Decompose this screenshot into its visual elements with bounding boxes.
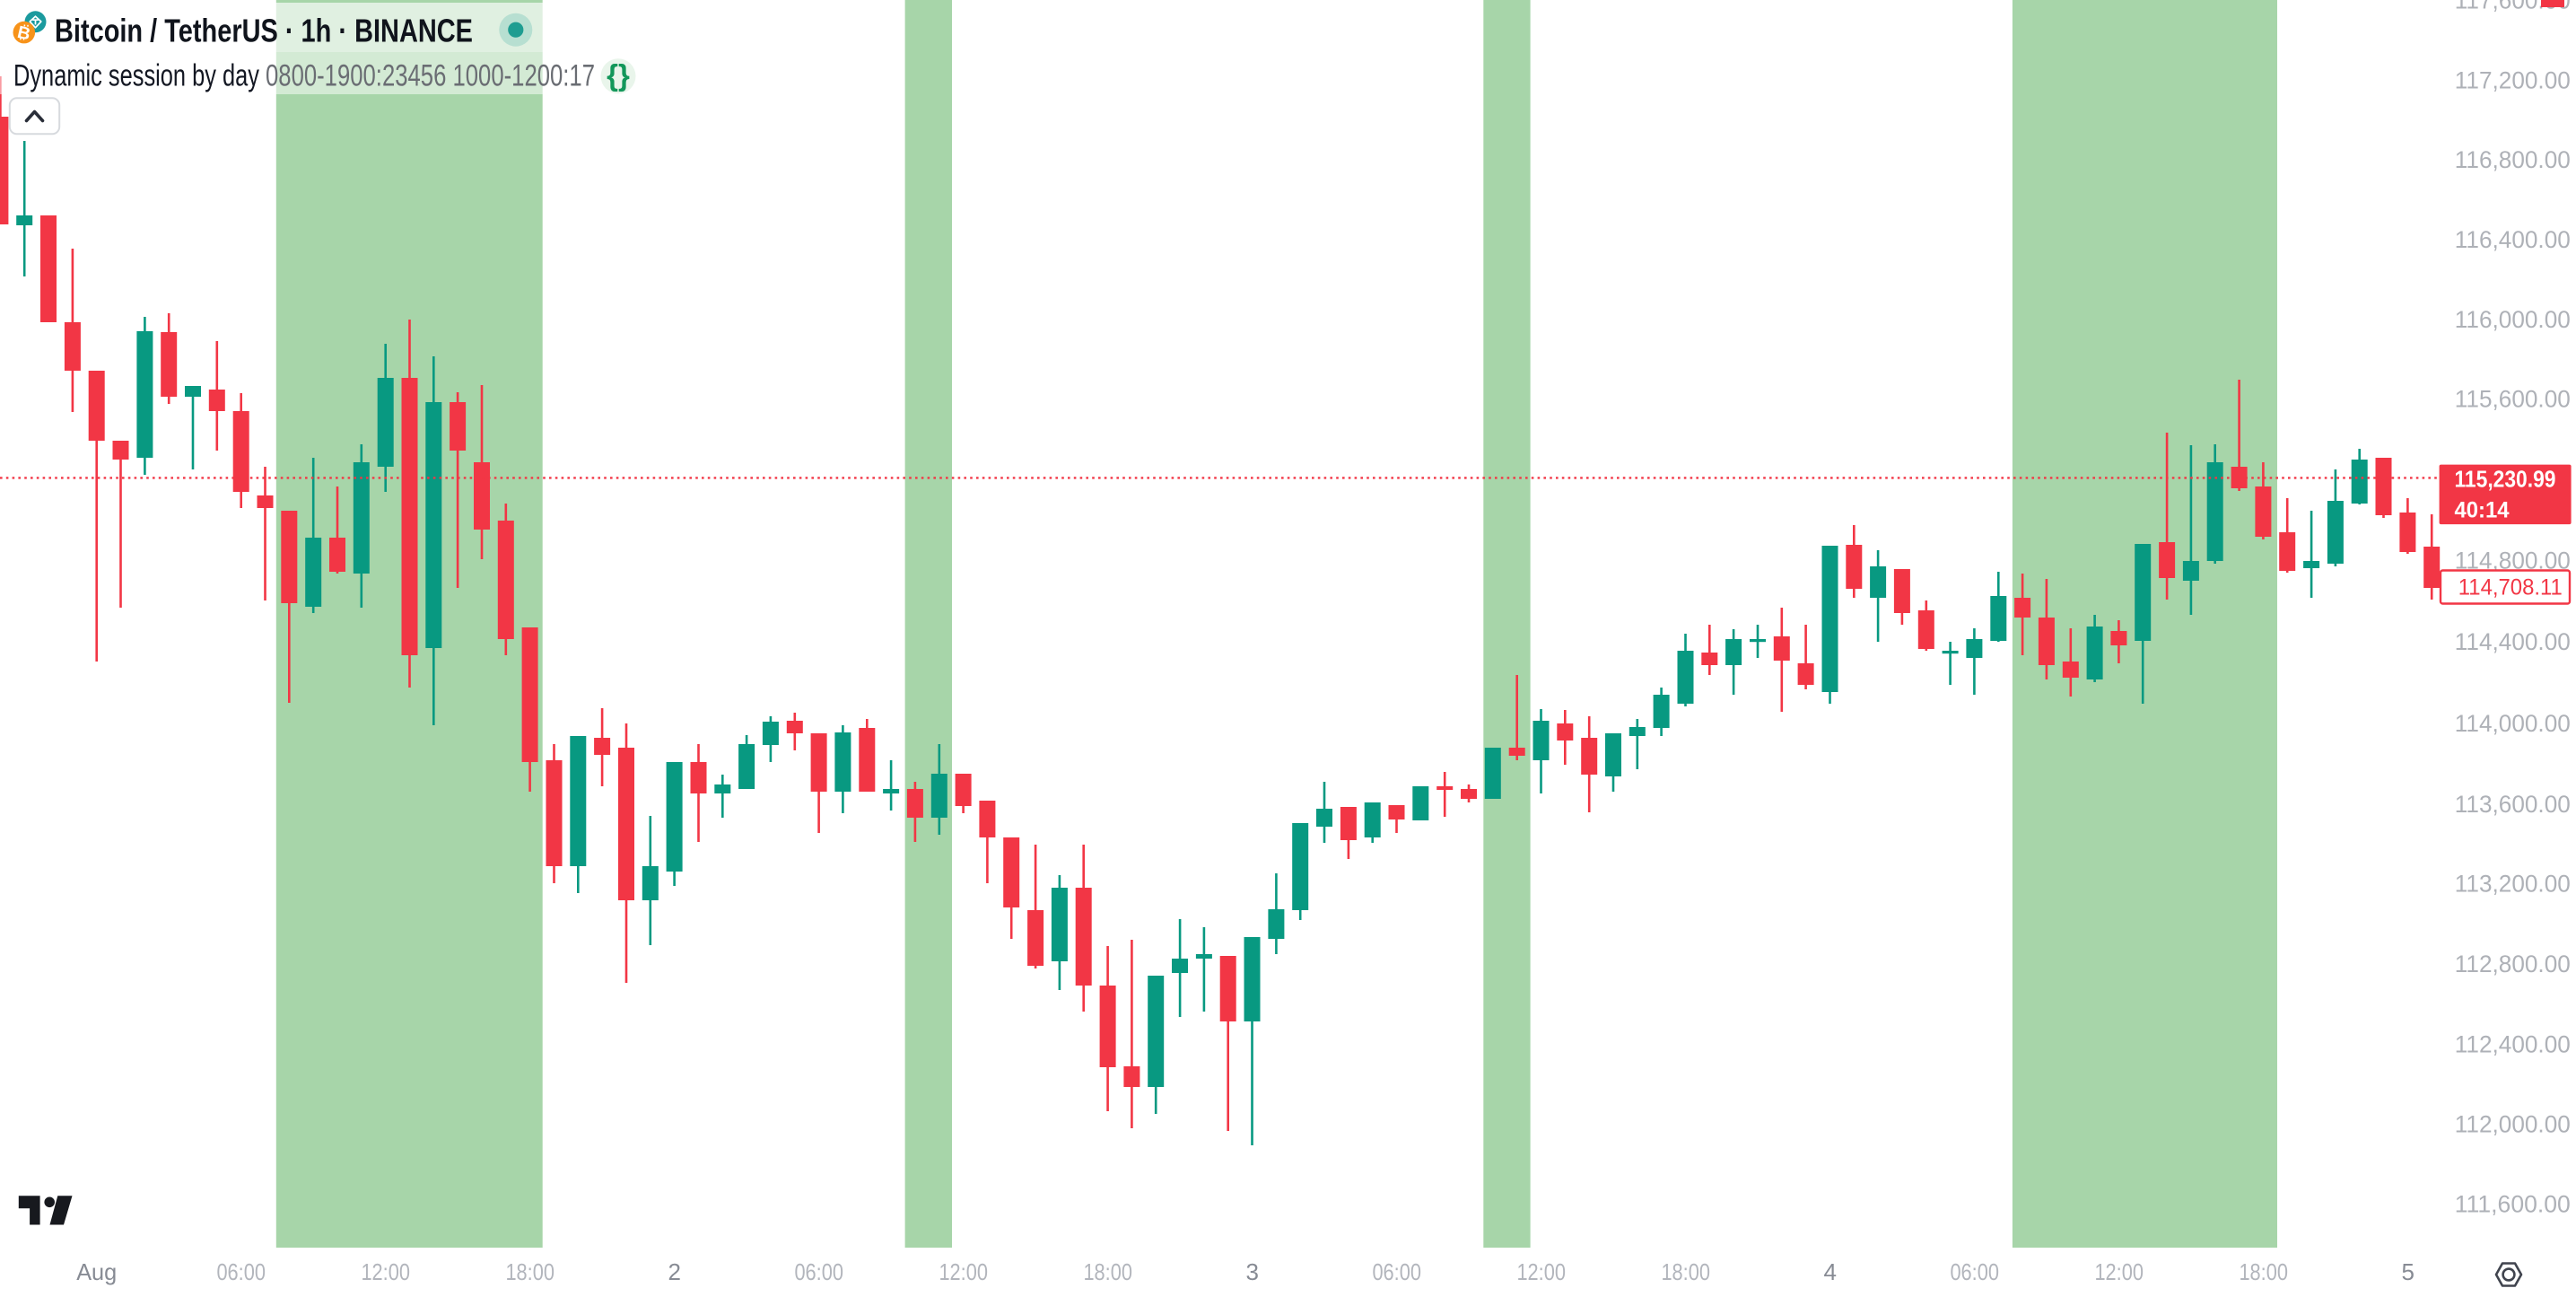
svg-text:12:00: 12:00 [361,1258,410,1285]
svg-text:113,600.00: 113,600.00 [2455,791,2571,818]
svg-text:Bitcoin / TetherUS · 1h · BINA: Bitcoin / TetherUS · 1h · BINANCE [55,13,473,49]
svg-text:116,800.00: 116,800.00 [2455,146,2571,173]
svg-text:3: 3 [1245,1258,1258,1285]
svg-text:06:00: 06:00 [216,1258,266,1285]
svg-text:{}: {} [607,58,630,92]
svg-text:2: 2 [668,1258,680,1285]
svg-text:06:00: 06:00 [794,1258,843,1285]
svg-text:Aug: Aug [76,1258,117,1285]
svg-text:112,000.00: 112,000.00 [2455,1111,2571,1138]
svg-text:5: 5 [2401,1258,2414,1285]
svg-text:116,400.00: 116,400.00 [2455,226,2571,253]
svg-text:06:00: 06:00 [1950,1258,1999,1285]
svg-text:112,800.00: 112,800.00 [2455,951,2571,977]
svg-text:115,230.99: 115,230.99 [2455,466,2556,493]
svg-text:0800-1900:23456 1000-1200:17: 0800-1900:23456 1000-1200:17 [266,59,595,93]
svg-text:114,400.00: 114,400.00 [2455,628,2571,655]
svg-text:117,200.00: 117,200.00 [2455,67,2571,94]
svg-text:116,000.00: 116,000.00 [2455,306,2571,333]
svg-text:12:00: 12:00 [1516,1258,1566,1285]
svg-text:4: 4 [1823,1258,1836,1285]
svg-text:12:00: 12:00 [939,1258,988,1285]
svg-text:111,600.00: 111,600.00 [2455,1191,2571,1218]
svg-text:B: B [15,22,32,45]
svg-text:40:14: 40:14 [2455,498,2510,523]
svg-text:18:00: 18:00 [1661,1258,1710,1285]
svg-text:114,000.00: 114,000.00 [2455,710,2571,737]
svg-text:112,400.00: 112,400.00 [2455,1031,2571,1058]
svg-text:18:00: 18:00 [2239,1258,2288,1285]
svg-text:113,200.00: 113,200.00 [2455,870,2571,897]
svg-text:114,708.11: 114,708.11 [2458,575,2563,600]
svg-text:Dynamic session by day: Dynamic session by day [13,59,260,93]
svg-text:12:00: 12:00 [2094,1258,2144,1285]
svg-text:115,600.00: 115,600.00 [2455,386,2571,413]
svg-text:06:00: 06:00 [1372,1258,1421,1285]
svg-text:18:00: 18:00 [505,1258,554,1285]
svg-text:18:00: 18:00 [1083,1258,1132,1285]
